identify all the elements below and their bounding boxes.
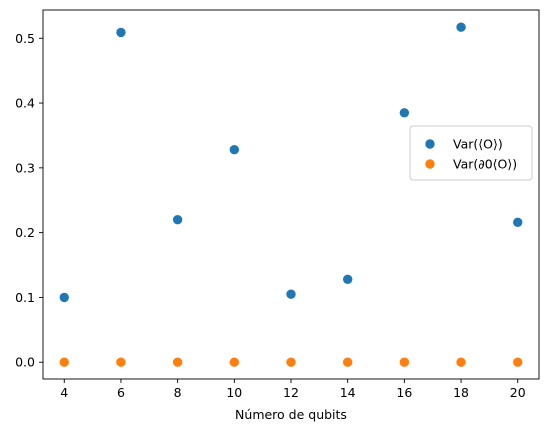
data-point-series-2 <box>116 357 126 367</box>
data-point-series-1 <box>116 27 126 38</box>
data-point-series-1 <box>342 274 353 284</box>
y-tick-label: 0.5 <box>15 31 35 46</box>
y-axis: 0.0 0.1 0.2 0.3 0.4 0.5 <box>15 31 43 370</box>
plot-area <box>43 10 539 379</box>
x-tick-label: 16 <box>396 385 412 400</box>
data-point-series-2 <box>399 357 410 367</box>
data-point-series-2 <box>229 357 240 367</box>
y-tick-label: 0.2 <box>15 225 35 240</box>
data-point-series-2 <box>513 357 523 367</box>
x-tick-label: 14 <box>340 385 356 400</box>
legend-label-series-1: Var(⟨O⟩) <box>453 137 503 152</box>
legend-marker-series-1 <box>425 139 435 149</box>
data-point-series-1 <box>286 289 296 299</box>
legend-box <box>409 125 533 181</box>
data-point-series-1 <box>456 22 466 32</box>
y-tick-label: 0.3 <box>15 160 35 175</box>
x-tick-label: 18 <box>453 385 469 400</box>
x-tick-label: 10 <box>226 385 242 400</box>
x-tick-label: 4 <box>60 385 68 400</box>
data-point-series-2 <box>342 357 353 367</box>
x-tick-label: 8 <box>174 385 182 400</box>
data-point-series-2 <box>456 357 466 367</box>
legend-label-series-2: Var(∂0⟨O⟩) <box>453 157 517 172</box>
legend: Var(⟨O⟩) Var(∂0⟨O⟩) <box>409 125 533 181</box>
y-tick-label: 0.1 <box>15 290 35 305</box>
data-point-series-2 <box>172 357 183 367</box>
x-tick-label: 6 <box>117 385 125 400</box>
x-tick-label: 12 <box>283 385 299 400</box>
y-tick-label: 0.4 <box>15 96 35 111</box>
data-point-series-1 <box>229 144 240 155</box>
x-tick-label: 20 <box>510 385 526 400</box>
y-tick-label: 0.0 <box>15 355 35 370</box>
legend-marker-series-2 <box>425 159 435 169</box>
data-points <box>59 22 523 367</box>
data-point-series-2 <box>59 357 69 367</box>
x-axis: 4 6 8 10 12 14 16 18 20 <box>60 379 526 400</box>
plot-frame <box>42 9 540 380</box>
data-point-series-1 <box>399 108 410 118</box>
data-point-series-2 <box>286 357 296 367</box>
data-point-series-1 <box>59 292 69 303</box>
data-point-series-1 <box>513 217 523 227</box>
data-point-series-1 <box>172 214 183 225</box>
x-axis-title: Número de qubits <box>235 407 347 422</box>
